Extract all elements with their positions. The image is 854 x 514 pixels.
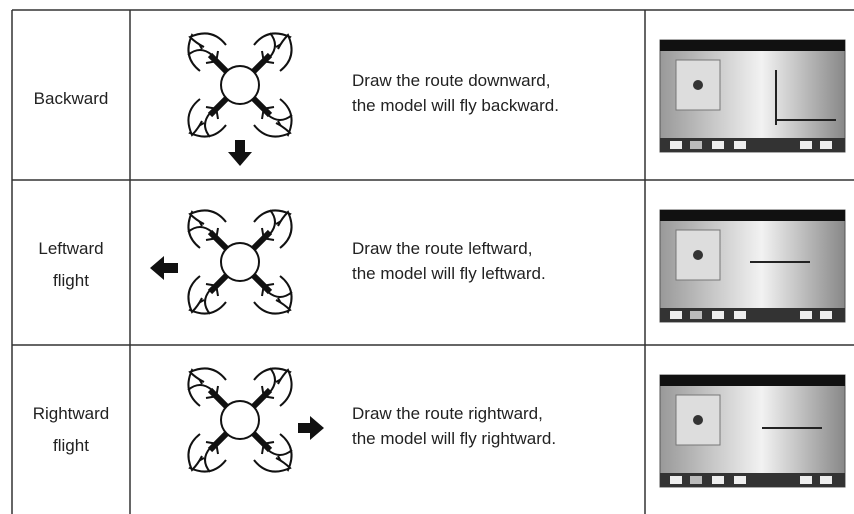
arrow-down	[228, 140, 252, 166]
description: Draw the route leftward, the model will f…	[352, 239, 546, 283]
screen-thumbnail	[659, 209, 846, 323]
description: Draw the route rightward, the model will …	[352, 404, 556, 448]
drone-icon	[188, 33, 292, 137]
row-label: Rightward flight	[33, 404, 110, 455]
drone-icon	[188, 210, 292, 314]
route-line	[775, 70, 836, 125]
description: Draw the route downward, the model will f…	[352, 71, 559, 115]
row-label: Leftward flight	[38, 239, 103, 290]
drone-icon	[188, 368, 292, 472]
arrow-left	[150, 256, 178, 280]
arrow-right	[298, 416, 324, 440]
screen-thumbnail	[659, 39, 846, 153]
screen-thumbnail	[659, 374, 846, 488]
row-label: Backward	[34, 89, 109, 108]
